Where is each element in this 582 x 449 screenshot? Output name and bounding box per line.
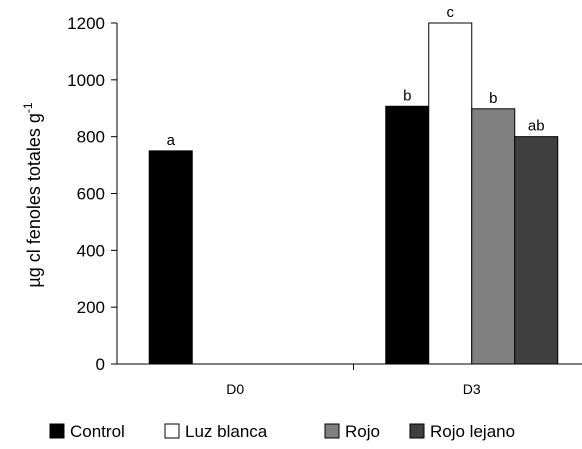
legend-swatch-rojo-lejano: [409, 423, 425, 439]
legend-swatch-luz-blanca: [164, 423, 180, 439]
x-tick-label: D0: [226, 381, 244, 397]
y-tick-label: 1200: [67, 14, 105, 33]
bar-rojo-d3: [471, 108, 516, 365]
bar-control-d0: [148, 150, 193, 365]
y-tick-label: 800: [77, 128, 105, 147]
legend-label: Control: [70, 422, 125, 441]
y-tick-label: 600: [77, 185, 105, 204]
y-tick-label: 0: [96, 355, 105, 374]
significance-label: c: [447, 4, 455, 21]
bar-control-d3: [385, 105, 430, 365]
x-axis: D0 D3: [226, 364, 481, 397]
significance-label: b: [489, 90, 497, 107]
legend-label: Luz blanca: [185, 422, 268, 441]
significance-label: a: [167, 132, 176, 149]
legend-swatch-control: [49, 423, 65, 439]
y-axis: 0 200 400 600 800 1000 1200: [67, 14, 117, 374]
x-tick-label: D3: [463, 381, 481, 397]
legend: Control Luz blanca Rojo Rojo lejano: [49, 422, 515, 441]
legend-swatch-rojo: [324, 423, 340, 439]
bar-rojo-lejano-d3: [514, 136, 559, 365]
y-tick-label: 400: [77, 241, 105, 260]
significance-label: b: [403, 87, 411, 104]
legend-label: Rojo: [345, 422, 380, 441]
bars: [148, 22, 559, 365]
bar-luz-blanca-d3: [428, 22, 473, 365]
legend-label: Rojo lejano: [430, 422, 515, 441]
y-tick-label: 200: [77, 298, 105, 317]
y-axis-label: µg cl fenoles totales g-1: [21, 102, 44, 287]
y-tick-label: 1000: [67, 71, 105, 90]
significance-label: ab: [528, 118, 545, 135]
